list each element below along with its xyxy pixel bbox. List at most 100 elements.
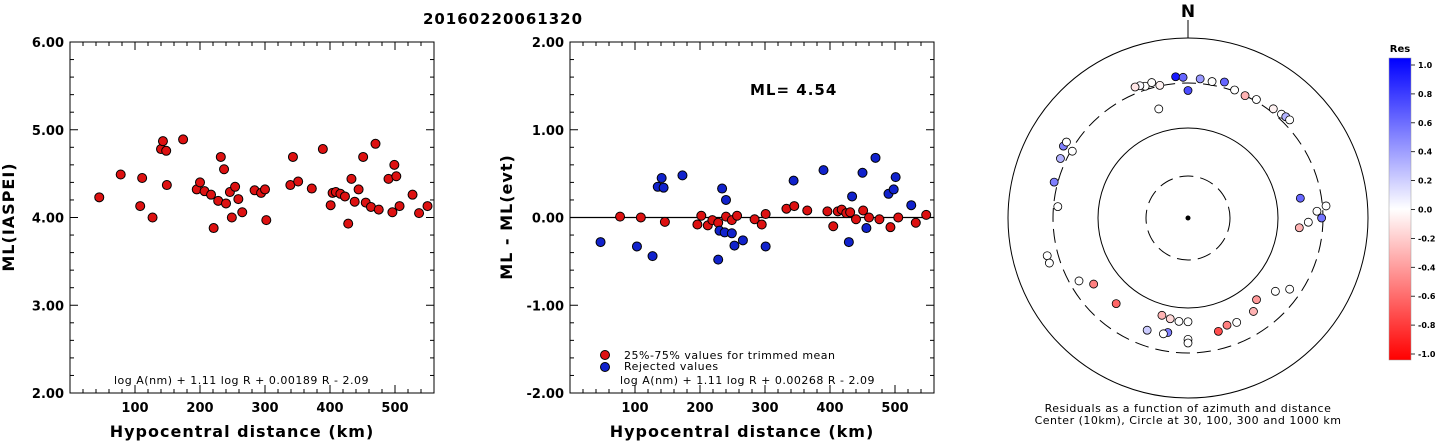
circle-100km — [1097, 127, 1279, 309]
data-point — [219, 164, 230, 175]
station-marker — [1111, 299, 1121, 308]
rejected-point — [788, 175, 799, 186]
data-point — [864, 212, 874, 223]
station-marker — [1171, 72, 1181, 82]
data-point — [789, 201, 800, 212]
colorbar-gradient — [1388, 57, 1412, 361]
rejected-point — [818, 165, 829, 176]
data-point — [346, 173, 357, 184]
data-point — [287, 151, 298, 162]
data-point — [147, 212, 158, 223]
plot1-ylabel: ML(IASPEI) — [0, 162, 18, 271]
plot2-ticks: 100 200 300 400 500 -2.00 -1.00 0.00 1.00 2.00 — [527, 36, 934, 416]
y-tick-label: 6.00 — [32, 36, 64, 51]
data-point — [910, 217, 921, 228]
station-marker — [1178, 72, 1188, 82]
colorbar-tick-label: 0.6 — [1418, 119, 1433, 128]
station-marker — [1044, 258, 1054, 268]
station-marker — [1213, 326, 1223, 336]
x-tick-label: 100 — [621, 401, 648, 416]
data-point — [233, 194, 244, 205]
data-point — [157, 136, 168, 147]
legend-label-rejected: Rejected values — [624, 360, 719, 373]
plot1-xlabel: Hypocentral distance (km) — [110, 422, 375, 441]
data-point — [317, 144, 328, 155]
data-point — [749, 214, 760, 225]
station-marker — [1294, 223, 1304, 233]
data-point — [353, 184, 364, 195]
rejected-point — [595, 237, 606, 248]
legend-marker-rejected — [600, 362, 610, 372]
colorbar-tick-label: 0.0 — [1418, 206, 1433, 215]
data-point — [828, 221, 839, 232]
colorbar-tick-label: -0.4 — [1418, 263, 1436, 272]
station-marker — [1158, 329, 1168, 339]
data-point — [226, 212, 237, 223]
data-point — [306, 183, 317, 194]
station-marker — [1165, 314, 1175, 324]
polar-points — [1042, 72, 1331, 348]
station-marker — [1220, 77, 1229, 87]
x-tick-label: 200 — [686, 401, 713, 416]
x-tick-label: 500 — [881, 401, 908, 416]
plot1-formula: log A(nm) + 1.11 log R + 0.00189 R - 2.0… — [114, 374, 369, 387]
magnitude-vs-distance-plot: 100 200 300 400 500 2.00 3.00 4.00 5.00 6.00 log … — [0, 36, 435, 441]
data-point — [696, 210, 707, 221]
station-marker — [1207, 77, 1217, 86]
rejected-point — [906, 200, 917, 211]
y-tick-label: -2.00 — [527, 387, 564, 402]
data-point — [756, 219, 767, 230]
station-marker — [1312, 206, 1322, 216]
y-tick-label: 4.00 — [32, 212, 64, 227]
data-point — [178, 134, 189, 145]
data-point — [161, 180, 172, 191]
data-point — [94, 192, 105, 203]
y-tick-label: 2.00 — [32, 387, 64, 402]
rejected-point — [726, 228, 737, 239]
x-tick-label: 500 — [381, 401, 408, 416]
data-point — [343, 218, 354, 229]
data-point — [260, 184, 270, 195]
north-label: N — [1181, 2, 1195, 22]
data-point — [858, 205, 869, 216]
data-point — [115, 169, 126, 180]
data-point — [692, 219, 703, 230]
legend-label-accepted: 25%-75% values for trimmed mean — [624, 349, 836, 362]
station-marker — [1056, 154, 1065, 163]
data-point — [845, 207, 856, 218]
rejected-point — [857, 167, 868, 178]
station-marker — [1249, 307, 1258, 316]
data-point — [732, 210, 743, 221]
station-marker — [1042, 251, 1052, 261]
plot1-ticks: 100 200 300 400 500 2.00 3.00 4.00 5.00 6.00 — [32, 36, 434, 416]
data-point — [387, 207, 398, 218]
station-marker — [1285, 115, 1295, 125]
station-marker — [1174, 316, 1184, 326]
data-point — [874, 214, 885, 225]
station-marker — [1074, 276, 1084, 286]
data-point — [822, 206, 833, 217]
station-marker — [1147, 78, 1157, 87]
y-tick-label: 0.00 — [532, 212, 564, 227]
data-point — [893, 212, 904, 223]
colorbar-tick-label: -0.6 — [1418, 292, 1436, 301]
data-point — [135, 201, 146, 212]
y-tick-label: 5.00 — [32, 124, 64, 139]
data-point — [373, 204, 384, 215]
data-point — [659, 216, 670, 227]
station-marker — [1252, 95, 1261, 104]
rejected-point — [647, 251, 658, 262]
legend-marker-accepted — [600, 350, 610, 360]
data-point — [635, 212, 646, 223]
data-point — [802, 205, 813, 216]
station-marker — [1089, 279, 1099, 289]
rejected-point — [677, 170, 688, 181]
data-point — [208, 223, 219, 234]
x-tick-label: 100 — [121, 401, 148, 416]
data-point — [422, 201, 433, 212]
station-marker — [1142, 325, 1152, 335]
station-marker — [1053, 202, 1063, 212]
station-marker — [1183, 86, 1193, 95]
plot2-ylabel: ML - ML(evt) — [497, 154, 516, 280]
colorbar-tick-label: -0.8 — [1418, 321, 1436, 330]
